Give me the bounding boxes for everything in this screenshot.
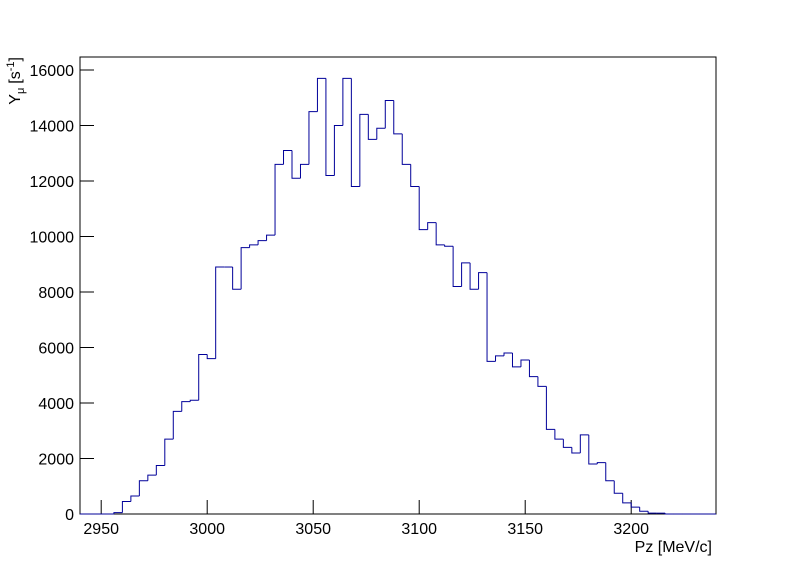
y-tick-label: 2000 bbox=[38, 452, 74, 469]
x-tick-label: 3050 bbox=[295, 521, 331, 538]
histogram-bin bbox=[257, 240, 267, 245]
histogram-bin bbox=[486, 272, 496, 362]
y-tick-label: 16000 bbox=[30, 63, 75, 80]
histogram-bin bbox=[308, 111, 318, 165]
histogram-bin bbox=[503, 352, 513, 356]
histogram-bin bbox=[266, 234, 276, 241]
histogram-bin bbox=[359, 113, 369, 187]
histogram-bin bbox=[249, 244, 259, 248]
x-axis-label: Pz [MeV/c] bbox=[635, 539, 712, 556]
histogram-bin bbox=[647, 511, 657, 514]
histogram-bin bbox=[350, 78, 360, 188]
histogram-bin bbox=[562, 439, 572, 448]
histogram-bin bbox=[622, 493, 632, 504]
histogram-bin bbox=[579, 434, 589, 453]
y-tick-label: 8000 bbox=[38, 285, 74, 302]
histogram-bin bbox=[172, 410, 182, 440]
histogram-bin bbox=[545, 386, 555, 430]
histogram-bin bbox=[121, 501, 131, 513]
histogram-bin bbox=[427, 222, 437, 230]
histogram-bin bbox=[401, 133, 411, 165]
histogram-bin bbox=[605, 462, 615, 482]
histogram-bin bbox=[418, 186, 428, 231]
histogram-bin bbox=[528, 359, 538, 378]
y-label-symbol: Y bbox=[7, 94, 24, 105]
histogram-bin bbox=[164, 438, 174, 466]
y-tick-label: 12000 bbox=[30, 174, 75, 191]
y-tick-label: 14000 bbox=[30, 119, 75, 136]
histogram-bin bbox=[342, 77, 352, 126]
histogram-bin bbox=[376, 127, 386, 140]
histogram-bin bbox=[520, 359, 530, 367]
histogram-bin bbox=[435, 222, 445, 246]
histogram-bin bbox=[291, 150, 301, 179]
y-tick-label: 0 bbox=[65, 507, 74, 524]
histogram-bin bbox=[299, 163, 309, 179]
histogram-bin bbox=[113, 512, 123, 514]
histogram-bin bbox=[325, 78, 335, 176]
histogram-bin bbox=[452, 246, 462, 287]
y-axis-label: Yμ [s-1] bbox=[5, 57, 27, 105]
histogram-bin bbox=[138, 480, 148, 496]
x-tick-label: 3150 bbox=[507, 521, 543, 538]
y-label-unit: [s bbox=[7, 71, 24, 83]
histogram-bin bbox=[215, 266, 225, 359]
histogram-bin bbox=[554, 429, 564, 440]
histogram-bin bbox=[571, 447, 581, 454]
x-tick-label: 3100 bbox=[401, 521, 437, 538]
histogram-bin bbox=[333, 125, 343, 176]
histogram-bin bbox=[367, 114, 377, 140]
histogram-bin bbox=[147, 474, 157, 481]
histogram-bin bbox=[630, 502, 640, 508]
histogram-bin bbox=[511, 353, 521, 368]
histogram-bin bbox=[461, 262, 471, 287]
histogram-bin bbox=[155, 464, 165, 476]
histogram-bin bbox=[240, 247, 250, 290]
x-tick-label: 3000 bbox=[189, 521, 225, 538]
histogram-bin bbox=[130, 495, 140, 502]
histogram-bin bbox=[206, 354, 216, 360]
histogram-bin bbox=[274, 163, 284, 236]
y-tick-label: 4000 bbox=[38, 396, 74, 413]
histogram-bin bbox=[198, 353, 208, 401]
histogram-bin bbox=[469, 262, 479, 290]
histogram-bin bbox=[588, 434, 598, 465]
y-tick-label: 6000 bbox=[38, 341, 74, 358]
histogram-bin bbox=[537, 376, 547, 387]
histogram-bin bbox=[283, 149, 292, 165]
histogram-bin bbox=[444, 244, 454, 247]
histogram-bin bbox=[181, 401, 191, 412]
y-tick-label: 10000 bbox=[30, 230, 75, 247]
y-label-close: ] bbox=[7, 57, 24, 61]
histogram-bin bbox=[189, 399, 199, 402]
x-tick-label: 3200 bbox=[613, 521, 649, 538]
x-tick-label: 2950 bbox=[83, 521, 119, 538]
histogram-bin bbox=[393, 100, 403, 135]
histogram-bin bbox=[664, 513, 674, 515]
histogram-bin bbox=[232, 267, 242, 290]
histogram-bin bbox=[410, 164, 420, 188]
y-label-subscript: μ bbox=[15, 88, 27, 94]
histogram-bin bbox=[384, 100, 394, 129]
histogram-bin bbox=[613, 480, 623, 494]
histogram-bin bbox=[316, 77, 326, 112]
y-label-superscript: -1 bbox=[5, 61, 17, 71]
histogram-bin bbox=[495, 355, 504, 362]
histogram-bin bbox=[596, 462, 606, 465]
histogram-bin bbox=[478, 272, 488, 290]
histogram-bin bbox=[639, 507, 649, 512]
plot-frame bbox=[79, 56, 717, 515]
